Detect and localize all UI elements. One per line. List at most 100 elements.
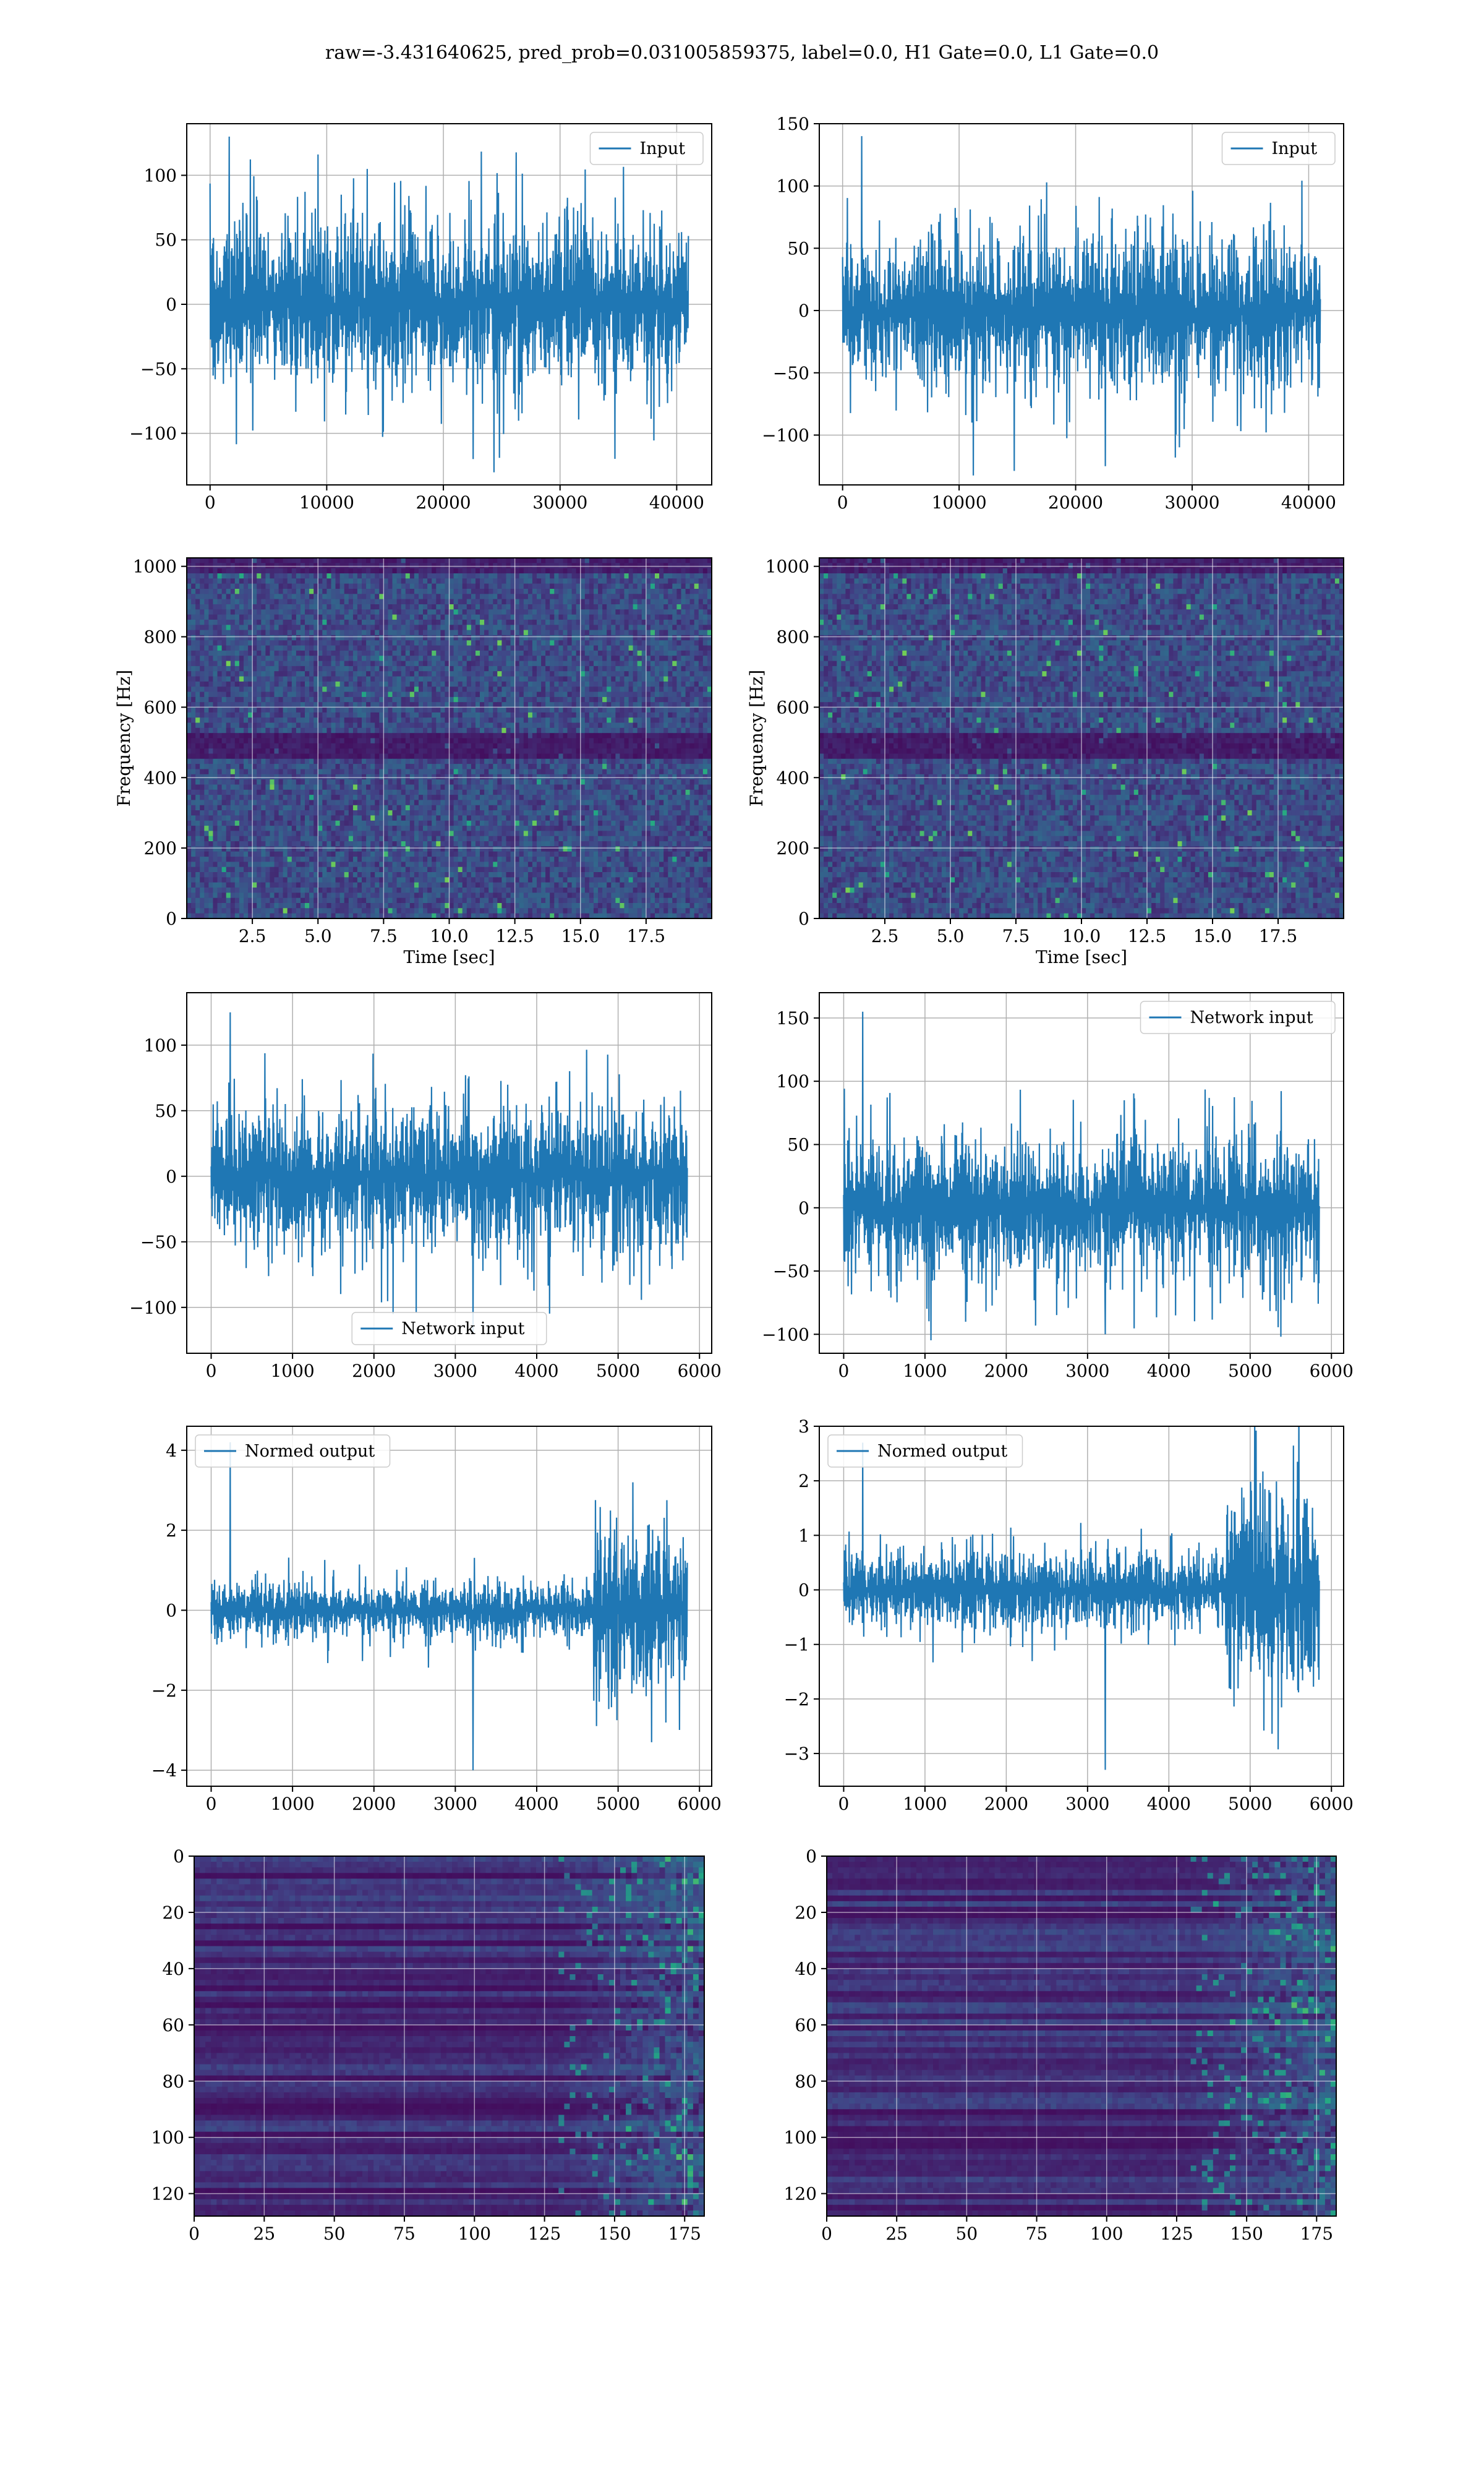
h1-network-input-xtick-label: 1000 <box>270 1361 314 1381</box>
l1-normed-output-xtick-label: 3000 <box>1065 1794 1109 1814</box>
l1-spectrogram-xtick-label: 5.0 <box>937 926 965 946</box>
h1-input-ytick-label: 0 <box>166 294 177 315</box>
l1-input-series-line <box>842 136 1321 476</box>
l1-input-xtick-label: 10000 <box>932 492 987 513</box>
l1-network-input-xtick-label: 5000 <box>1228 1361 1272 1381</box>
l1-latent-xtick-label: 150 <box>1230 2224 1263 2244</box>
l1-latent-ytick-label: 0 <box>806 1846 817 1867</box>
h1-normed-output-ytick-label: 2 <box>166 1520 177 1541</box>
h1-normed-output-xtick-label: 3000 <box>433 1794 477 1814</box>
l1-network-input-ytick-label: 50 <box>787 1134 809 1155</box>
h1-normed-output-legend: Normed output <box>195 1434 391 1468</box>
l1-latent-xtick-label: 175 <box>1300 2224 1333 2244</box>
l1-normed-output-xtick-label: 6000 <box>1310 1794 1354 1814</box>
h1-normed-output-xtick-label: 0 <box>206 1794 217 1814</box>
h1-input-legend-label: Input <box>640 139 686 158</box>
l1-spectrogram-xtick-label: 15.0 <box>1193 926 1232 946</box>
l1-input-ytick-label: 150 <box>777 114 809 134</box>
h1-latent-ytick-label: 60 <box>162 2015 184 2035</box>
l1-network-input-xtick-label: 1000 <box>903 1361 947 1381</box>
l1-latent-ytick-label: 80 <box>795 2071 817 2092</box>
l1-latent-chart: 0 25 50 75 100 125 150 175 0 20 40 60 80 100 120 <box>784 1846 1337 2244</box>
h1-spectrogram-xtick-label: 5.0 <box>304 926 332 946</box>
h1-network-input-legend-label: Network input <box>401 1319 524 1338</box>
l1-normed-output-ytick-label: 0 <box>798 1580 809 1601</box>
l1-input-ytick-label: 50 <box>787 238 809 259</box>
h1-network-input-legend: Network input <box>351 1312 547 1345</box>
l1-input-legend: Input <box>1221 132 1336 165</box>
l1-network-input-xtick-label: 6000 <box>1310 1361 1354 1381</box>
h1-input-xtick-label: 40000 <box>649 492 704 513</box>
l1-latent-ytick-label: 120 <box>784 2184 817 2204</box>
h1-latent-frame <box>194 1856 705 2217</box>
l1-normed-output-chart: 0 1000 2000 3000 4000 5000 6000 −3 −2 −1 0 1 2 3 Norme… <box>784 1416 1354 1814</box>
l1-input-xtick-label: 0 <box>837 492 848 513</box>
l1-normed-output-xtick-label: 0 <box>838 1794 850 1814</box>
h1-input-ytick-label: 50 <box>155 230 177 250</box>
l1-normed-output-legend: Normed output <box>827 1434 1023 1468</box>
h1-network-input-ytick-label: 100 <box>144 1035 177 1056</box>
l1-normed-output-xtick-label: 1000 <box>903 1794 947 1814</box>
h1-normed-output-legend-label: Normed output <box>245 1442 375 1461</box>
l1-spectrogram-ylabel: Frequency [Hz] <box>746 670 767 807</box>
l1-spectrogram-ytick-label: 0 <box>798 909 809 929</box>
h1-latent-xtick-label: 100 <box>458 2224 491 2244</box>
h1-latent-xtick-label: 0 <box>189 2224 200 2244</box>
l1-latent-ytick-label: 20 <box>795 1903 817 1923</box>
h1-network-input-xtick-label: 0 <box>206 1361 217 1381</box>
h1-input-chart: 0 10000 20000 30000 40000 −100 −50 0 50 100 Input <box>129 123 712 513</box>
l1-spectrogram-xtick-label: 10.0 <box>1062 926 1101 946</box>
l1-latent-xtick-label: 100 <box>1090 2224 1123 2244</box>
l1-latent-frame <box>826 1856 1337 2217</box>
l1-spectrogram-ytick-label: 1000 <box>765 557 809 577</box>
h1-network-input-ytick-label: −50 <box>140 1232 177 1252</box>
h1-network-input-ytick-label: 0 <box>166 1166 177 1187</box>
h1-spectrogram-ytick-label: 1000 <box>133 557 177 577</box>
l1-normed-output-series-line <box>843 1426 1320 1770</box>
l1-network-input-ytick-label: −50 <box>773 1261 809 1282</box>
h1-latent-xtick-label: 25 <box>254 2224 276 2244</box>
l1-latent-xtick-label: 50 <box>956 2224 978 2244</box>
l1-spectrogram-ytick-label: 400 <box>777 768 809 788</box>
l1-normed-output-xtick-label: 4000 <box>1147 1794 1191 1814</box>
h1-latent-xtick-label: 150 <box>598 2224 631 2244</box>
h1-normed-output-ytick-label: 4 <box>166 1440 177 1461</box>
h1-input-xtick-label: 30000 <box>532 492 587 513</box>
h1-spectrogram-xtick-label: 10.0 <box>430 926 468 946</box>
l1-latent-ytick-label: 60 <box>795 2015 817 2035</box>
h1-input-ytick-label: 100 <box>144 165 177 186</box>
h1-input-series-line <box>209 136 689 473</box>
l1-input-ytick-label: −50 <box>773 363 809 383</box>
h1-latent-ytick-label: 0 <box>173 1846 184 1867</box>
h1-latent-ytick-label: 100 <box>151 2128 184 2148</box>
l1-network-input-ytick-label: 0 <box>798 1198 809 1218</box>
l1-input-chart: 0 10000 20000 30000 40000 −100 −50 0 50 100 150 Inp… <box>762 114 1344 513</box>
h1-network-input-xtick-label: 3000 <box>433 1361 477 1381</box>
h1-latent-chart: 0 25 50 75 100 125 150 175 0 20 40 60 80 100 120 <box>151 1846 705 2244</box>
h1-normed-output-frame <box>186 1426 712 1787</box>
h1-network-input-series-line <box>210 1012 688 1334</box>
h1-spectrogram-ytick-label: 200 <box>144 838 177 858</box>
l1-input-xtick-label: 20000 <box>1048 492 1103 513</box>
l1-normed-output-xtick-label: 2000 <box>984 1794 1028 1814</box>
l1-spectrogram-xtick-label: 17.5 <box>1259 926 1297 946</box>
l1-spectrogram-xlabel: Time [sec] <box>1036 947 1127 967</box>
h1-network-input-ytick-label: −100 <box>129 1298 177 1318</box>
h1-network-input-ytick-label: 50 <box>155 1101 177 1121</box>
l1-input-ytick-label: 100 <box>777 176 809 197</box>
h1-normed-output-ytick-label: −2 <box>151 1680 177 1701</box>
h1-normed-output-xtick-label: 1000 <box>270 1794 314 1814</box>
l1-normed-output-ytick-label: −2 <box>784 1689 809 1710</box>
h1-normed-output-ytick-label: −4 <box>151 1760 177 1781</box>
l1-normed-output-ytick-label: 2 <box>798 1471 809 1491</box>
l1-spectrogram-xtick-label: 12.5 <box>1128 926 1166 946</box>
l1-normed-output-legend-label: Normed output <box>877 1442 1007 1461</box>
l1-network-input-ytick-label: −100 <box>762 1324 809 1345</box>
l1-latent-xtick-label: 25 <box>885 2224 908 2244</box>
h1-input-xtick-label: 0 <box>205 492 216 513</box>
h1-normed-output-ytick-label: 0 <box>166 1600 177 1620</box>
h1-spectrogram-xlabel: Time [sec] <box>403 947 495 967</box>
h1-spectrogram-grid <box>187 558 712 919</box>
h1-latent-ytick-label: 120 <box>151 2184 184 2204</box>
